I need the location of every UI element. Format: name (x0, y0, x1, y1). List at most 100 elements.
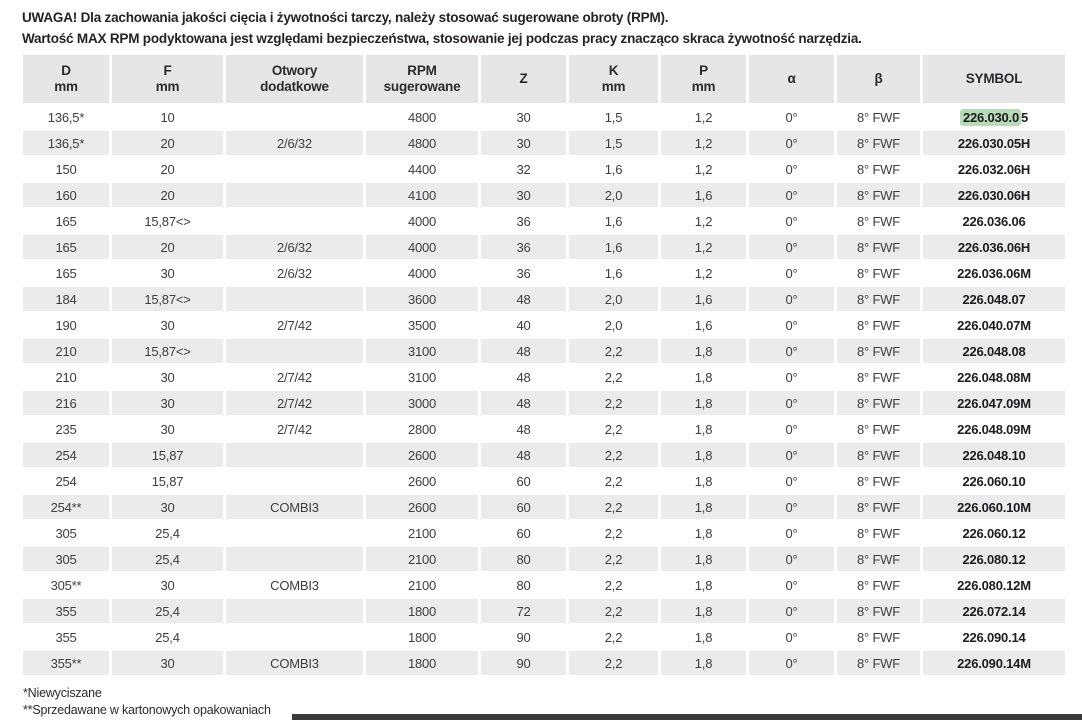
spec-cell: 0° (749, 417, 834, 441)
symbol-cell: 226.048.09M (923, 417, 1065, 441)
spec-cell: 1,6 (661, 183, 746, 207)
spec-cell: 235 (23, 417, 109, 441)
spec-cell (226, 105, 363, 129)
spec-cell: 48 (481, 365, 566, 389)
column-header-line2: mm (54, 79, 78, 94)
spec-cell (226, 469, 363, 493)
column-header-line2: mm (155, 79, 180, 94)
spec-cell: 3100 (366, 365, 478, 389)
spec-cell: 30 (112, 495, 223, 519)
spec-cell: 1,8 (661, 339, 746, 363)
column-header-line1: RPM (407, 62, 437, 78)
spec-cell: 2600 (366, 443, 478, 467)
table-row: 305** 30 COMBI3 2100 80 2,2 1,8 0° 8° FWF 226.080… (23, 573, 1065, 597)
spec-cell: 1,6 (569, 209, 658, 233)
spec-cell: 0° (749, 469, 834, 493)
column-header-line2: mm (601, 79, 626, 94)
footnote-unmuffled: *Niewyciszane (23, 686, 102, 700)
spec-cell: 2/7/42 (226, 313, 363, 337)
spec-cell: 2,2 (569, 547, 658, 571)
spec-cell: 30 (112, 261, 223, 285)
spec-cell: 25,4 (112, 521, 223, 545)
spec-cell: 136,5* (23, 105, 109, 129)
spec-cell: 2,2 (569, 391, 658, 415)
table-row: 150 20 4400 32 1,6 1,2 0° 8° FWF 226.032.06H (23, 157, 1065, 181)
spec-cell: 4000 (366, 209, 478, 233)
spec-cell: 1,8 (661, 547, 746, 571)
spec-cell: 4000 (366, 261, 478, 285)
symbol-cell: 226.032.06H (923, 157, 1065, 181)
symbol-cell: 226.030.06H (923, 183, 1065, 207)
table-row: 305 25,4 2100 80 2,2 1,8 0° 8° FWF 226.080.12 (23, 547, 1065, 571)
column-header-line1: Otwory (271, 62, 318, 78)
spec-cell: 72 (481, 599, 566, 623)
spec-cell: 0° (749, 313, 834, 337)
spec-cell: 8° FWF (837, 651, 920, 675)
spec-cell: 1,8 (661, 365, 746, 389)
spec-cell: 20 (112, 183, 223, 207)
spec-cell: 8° FWF (837, 599, 920, 623)
spec-cell: 355 (23, 599, 109, 623)
spec-cell: 2,2 (569, 365, 658, 389)
spec-cell: 2800 (366, 417, 478, 441)
spec-cell: 2/6/32 (226, 131, 363, 155)
spec-cell: 305** (23, 573, 109, 597)
symbol-cell: 226.060.12 (923, 521, 1065, 545)
table-row: 254** 30 COMBI3 2600 60 2,2 1,8 0° 8° FWF 226.060… (23, 495, 1065, 519)
spec-cell: 32 (481, 157, 566, 181)
spec-cell: 1,2 (661, 105, 746, 129)
table-row: 305 25,4 2100 60 2,2 1,8 0° 8° FWF 226.060.12 (23, 521, 1065, 545)
spec-cell: 8° FWF (837, 339, 920, 363)
spec-cell: 4000 (366, 235, 478, 259)
spec-cell: 1,2 (661, 261, 746, 285)
table-row: 210 15,87<> 3100 48 2,2 1,8 0° 8° FWF 226.048.08 (23, 339, 1065, 363)
symbol-cell: 226.036.06H (923, 235, 1065, 259)
spec-cell (226, 521, 363, 545)
column-header-beta: β (837, 55, 920, 103)
spec-cell: 210 (23, 365, 109, 389)
table-row: 190 30 2/7/42 3500 40 2,0 1,6 0° 8° FWF 226.040.0… (23, 313, 1065, 337)
spec-cell: 15,87<> (112, 209, 223, 233)
spec-cell: 60 (481, 521, 566, 545)
spec-cell: 8° FWF (837, 105, 920, 129)
spec-cell: 2,0 (569, 287, 658, 311)
spec-cell: 2,0 (569, 183, 658, 207)
spec-cell: 48 (481, 443, 566, 467)
spec-cell: 90 (481, 651, 566, 675)
spec-cell: 2/7/42 (226, 365, 363, 389)
spec-cell: 1,8 (661, 573, 746, 597)
spec-cell: COMBI3 (226, 573, 363, 597)
spec-cell: 0° (749, 261, 834, 285)
column-header-line1: K (608, 62, 619, 78)
table-row: 165 30 2/6/32 4000 36 1,6 1,2 0° 8° FWF 226.036.0… (23, 261, 1065, 285)
column-header-line1: P (699, 62, 708, 78)
spec-cell: 36 (481, 235, 566, 259)
spec-cell: 0° (749, 365, 834, 389)
spec-cell: 1,8 (661, 651, 746, 675)
spec-cell (226, 547, 363, 571)
spec-cell: 8° FWF (837, 495, 920, 519)
spec-cell: 0° (749, 339, 834, 363)
spec-cell: 30 (112, 417, 223, 441)
spec-cell: 8° FWF (837, 521, 920, 545)
column-header-line1: α (787, 70, 796, 86)
spec-cell: 8° FWF (837, 313, 920, 337)
spec-cell: 1,8 (661, 521, 746, 545)
symbol-cell: 226.030.0 5 (923, 105, 1065, 129)
spec-cell: 2,2 (569, 469, 658, 493)
column-header-symbol: SYMBOL (923, 55, 1065, 103)
spec-cell: 150 (23, 157, 109, 181)
spec-cell: 2,0 (569, 313, 658, 337)
spec-cell (226, 625, 363, 649)
symbol-cell: 226.048.07 (923, 287, 1065, 311)
spec-cell: 30 (481, 183, 566, 207)
symbol-cell: 226.036.06 (923, 209, 1065, 233)
spec-cell: 254 (23, 443, 109, 467)
spec-cell: 90 (481, 625, 566, 649)
spec-cell: 254 (23, 469, 109, 493)
spec-cell: 165 (23, 209, 109, 233)
spec-cell: 1,6 (661, 313, 746, 337)
spec-cell: 8° FWF (837, 209, 920, 233)
column-header-line2: dodatkowe (260, 79, 329, 94)
